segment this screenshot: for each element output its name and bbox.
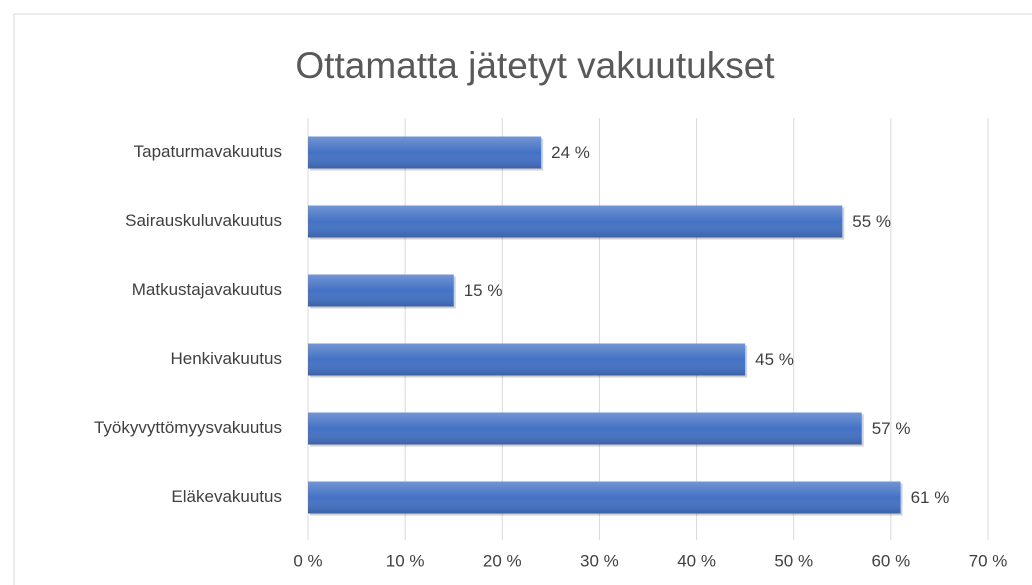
bar-shine	[308, 412, 862, 445]
chart-title: Ottamatta jätetyt vakuutukset	[295, 45, 775, 86]
y-tick-label: Henkivakuutus	[170, 349, 282, 368]
x-tick-label: 50 %	[774, 551, 813, 570]
data-label: 24 %	[551, 143, 590, 162]
bar-shine	[308, 481, 901, 514]
x-tick-label: 40 %	[677, 551, 716, 570]
y-tick-label: Sairauskuluvakuutus	[125, 211, 282, 230]
x-tick-label: 30 %	[580, 551, 619, 570]
x-tick-label: 20 %	[483, 551, 522, 570]
x-tick-label: 60 %	[871, 551, 910, 570]
x-tick-label: 70 %	[969, 551, 1008, 570]
y-tick-label: Matkustajavakuutus	[132, 280, 282, 299]
bar-shine	[308, 205, 843, 238]
data-label: 55 %	[852, 212, 891, 231]
data-label: 57 %	[872, 419, 911, 438]
data-label: 45 %	[755, 350, 794, 369]
y-tick-label: Eläkevakuutus	[171, 487, 282, 506]
data-label: 61 %	[911, 488, 950, 507]
x-tick-label: 10 %	[386, 551, 425, 570]
data-label: 15 %	[464, 281, 503, 300]
x-tick-label: 0 %	[293, 551, 322, 570]
bar-shine	[308, 343, 746, 376]
y-tick-label: Tapaturmavakuutus	[134, 142, 282, 161]
y-tick-label: Työkyvyttömyysvakuutus	[94, 418, 282, 437]
bar-shine	[308, 136, 542, 169]
bar-shine	[308, 274, 454, 307]
